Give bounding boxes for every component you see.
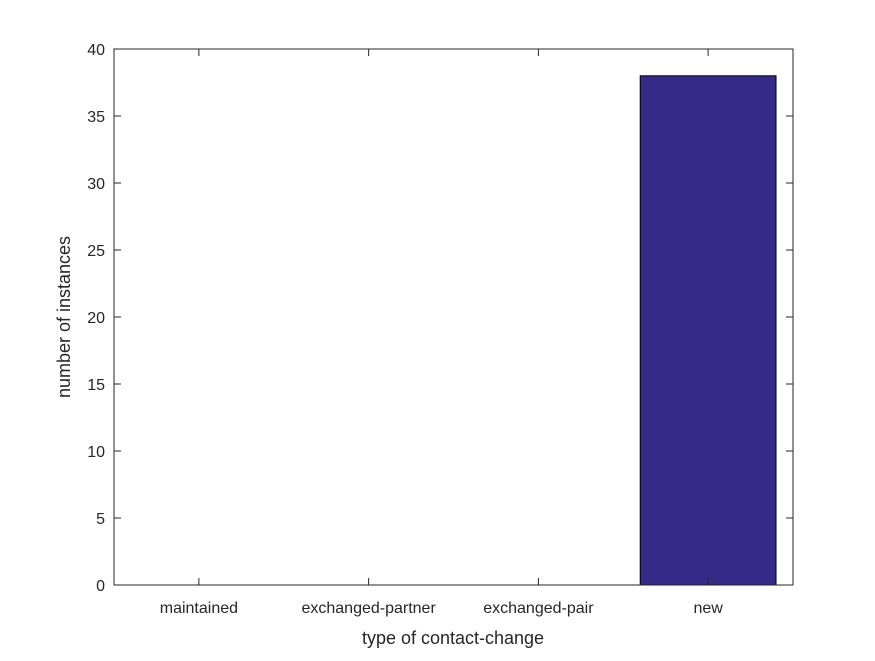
x-tick-label: exchanged-pair [483,600,594,617]
x-axis-label: type of contact-change [362,628,544,648]
axis-ticks: maintained exchanged-partner exchanged-pai… [87,42,793,617]
bars [639,75,777,586]
y-tick-label: 5 [96,511,105,528]
y-tick-label: 20 [87,310,105,327]
y-tick-label: 25 [87,243,105,260]
y-axis-label: number of instances [54,236,74,398]
y-tick-label: 40 [87,42,105,59]
x-tick-label: maintained [160,600,238,617]
x-tick-label: new [693,600,723,617]
x-tick-label: exchanged-partner [301,600,436,617]
y-tick-label: 30 [87,176,105,193]
y-tick-label: 10 [87,444,105,461]
bar-new [639,75,777,586]
y-tick-label: 0 [96,578,105,595]
y-tick-label: 15 [87,377,105,394]
y-tick-label: 35 [87,109,105,126]
